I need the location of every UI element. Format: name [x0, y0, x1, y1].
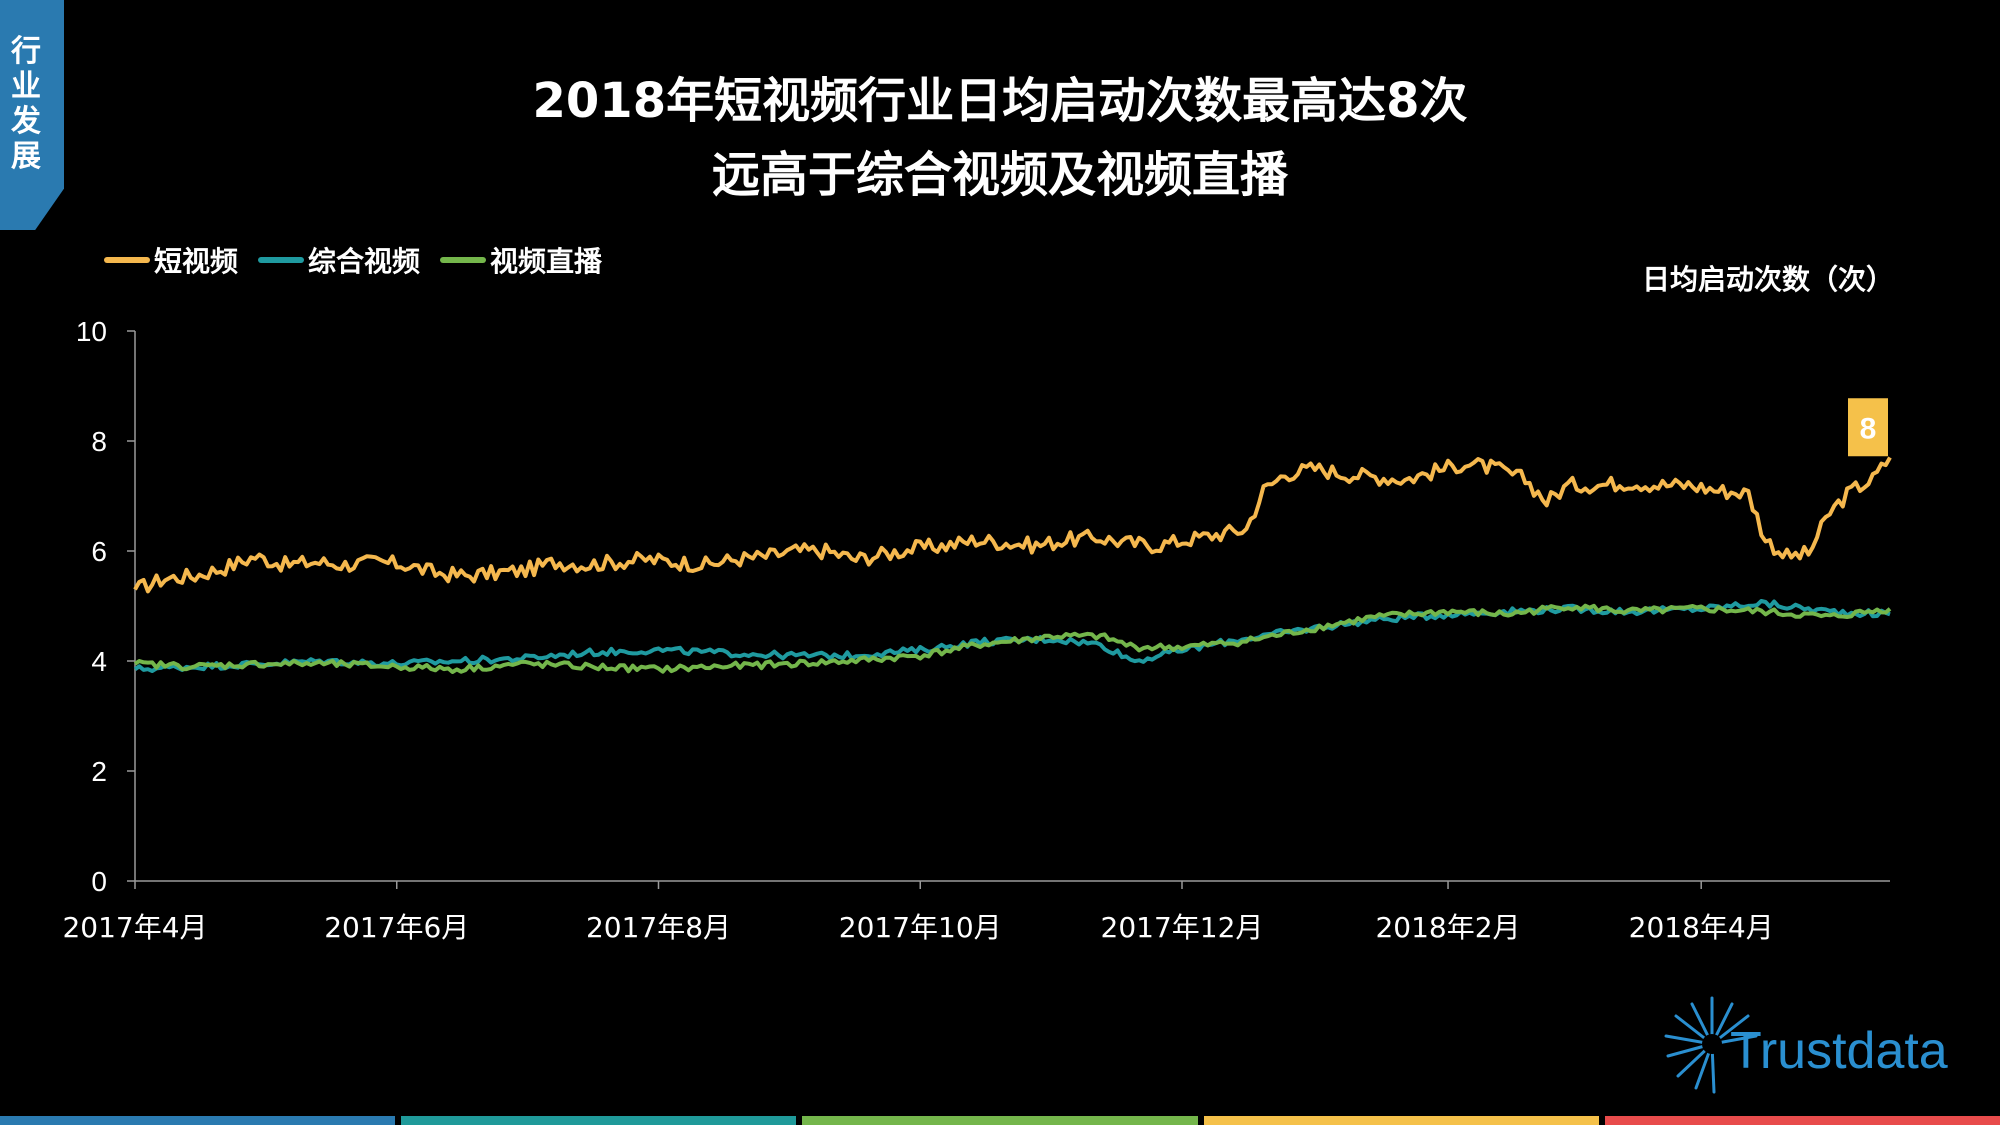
legend-label-short-video: 短视频 — [154, 245, 239, 278]
y-tick-label: 2 — [91, 756, 107, 787]
x-tick-label: 2017年10月 — [839, 911, 1002, 944]
legend-item-general-video: 综合视频 — [258, 240, 420, 280]
series-line-3 — [133, 603, 1892, 674]
bottom-bar-3 — [802, 1116, 1198, 1125]
peak-value-badge — [1848, 398, 1888, 457]
x-tick-label: 2018年2月 — [1375, 911, 1520, 944]
peak-value-label: 8 — [1860, 412, 1877, 445]
bottom-bar-2 — [401, 1116, 797, 1125]
y-axis-unit-label: 日均启动次数（次） — [1641, 263, 1894, 296]
legend-item-live-video: 视频直播 — [440, 240, 602, 280]
bottom-bar-1 — [0, 1116, 396, 1125]
legend-swatch-general-video — [258, 257, 305, 263]
chart-title: 2018年短视频行业日均启动次数最高达8次 远高于综合视频及视频直播 — [0, 64, 2000, 212]
bottom-bar-5 — [1604, 1116, 2000, 1125]
y-tick-label: 0 — [91, 866, 107, 897]
logo-wordmark: Trustdata — [1730, 1022, 1948, 1080]
legend-label-live-video: 视频直播 — [490, 245, 603, 278]
trustdata-logo: Trustdata — [1664, 996, 1948, 1094]
y-tick-label: 6 — [91, 536, 107, 567]
chart-title-line-1: 2018年短视频行业日均启动次数最高达8次 — [532, 73, 1468, 129]
chart-legend: 短视频 综合视频 视频直播 — [104, 240, 602, 280]
chart-title-line-2: 远高于综合视频及视频直播 — [711, 147, 1288, 203]
x-tick-label: 2017年4月 — [62, 911, 207, 944]
section-tab-label: 行业发展 — [11, 34, 41, 174]
x-tick-label: 2017年6月 — [324, 911, 469, 944]
bottom-bar-4 — [1203, 1116, 1599, 1125]
legend-swatch-live-video — [440, 257, 487, 263]
x-tick-label: 2017年12月 — [1101, 911, 1264, 944]
legend-label-general-video: 综合视频 — [308, 245, 421, 278]
series-line-1 — [133, 456, 1892, 594]
x-tick-label: 2018年4月 — [1629, 911, 1774, 944]
x-tick-label: 2017年8月 — [586, 911, 731, 944]
bottom-color-bars — [0, 1116, 2000, 1125]
legend-swatch-short-video — [104, 257, 150, 263]
y-tick-label: 10 — [76, 316, 107, 347]
y-tick-label: 4 — [91, 646, 107, 677]
legend-item-short-video: 短视频 — [104, 240, 238, 280]
section-tab: 行业发展 — [0, 0, 64, 230]
y-tick-label: 8 — [91, 426, 107, 457]
